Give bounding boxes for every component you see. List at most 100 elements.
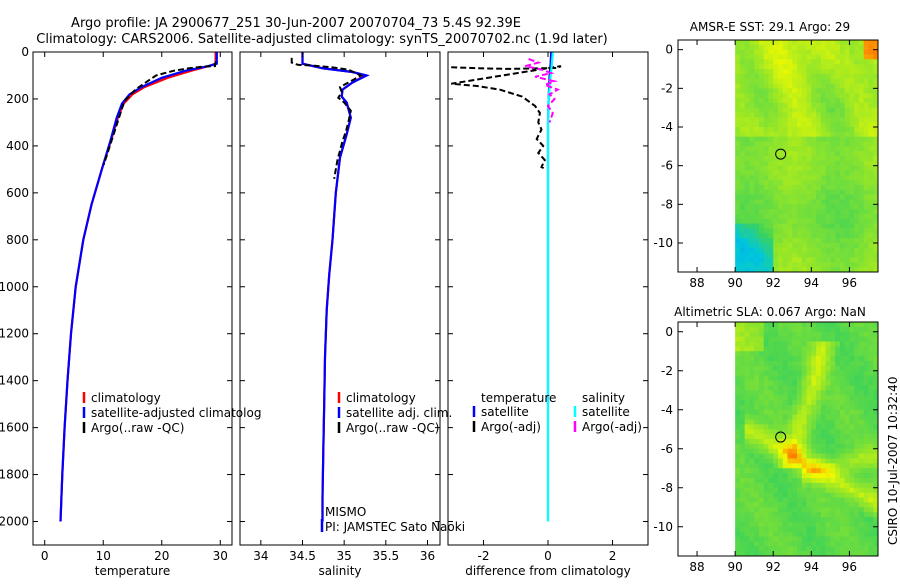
sla-heatmap-cell [787, 478, 793, 484]
sst-heatmap-cell [825, 40, 831, 46]
sst-heatmap-cell [787, 247, 793, 254]
sla-heatmap-cell [744, 424, 750, 430]
sst-heatmap-cell [735, 112, 741, 118]
sla-heatmap-cell [758, 478, 765, 484]
sst-heatmap-cell [854, 44, 860, 51]
sst-heatmap-cell [820, 117, 827, 123]
sst-heatmap-cell [778, 267, 784, 273]
sst-heatmap-cell [754, 257, 760, 263]
sst-heatmap-cell [773, 243, 779, 249]
sst-heatmap-cell [763, 59, 769, 65]
sst-heatmap-cell [778, 83, 784, 89]
sla-heatmap-cell [854, 453, 860, 459]
sst-heatmap-cell [816, 54, 822, 60]
salinity-xtick-label: 36 [420, 549, 435, 563]
sla-heatmap-cell [801, 492, 807, 498]
sst-heatmap-cell [873, 40, 879, 46]
sla-heatmap-cell [801, 487, 807, 494]
sla-heatmap-cell [835, 453, 841, 459]
sst-heatmap-cell [830, 131, 836, 138]
sla-heatmap-cell [820, 541, 827, 547]
sst-heatmap-cell [801, 267, 807, 273]
sla-heatmap-cell [868, 326, 874, 333]
sst-heatmap-cell [782, 247, 788, 254]
sst-heatmap-cell [758, 151, 765, 157]
sst-heatmap-cell [844, 175, 850, 181]
sla-heatmap-cell [754, 468, 760, 474]
sla-heatmap-cell [844, 322, 850, 328]
sst-heatmap-cell [778, 262, 784, 268]
sst-heatmap-cell [868, 102, 874, 109]
sst-heatmap-cell [868, 93, 874, 99]
sst-heatmap-cell [854, 194, 860, 200]
temperature-series-line-1 [59, 52, 218, 522]
sst-heatmap-cell [806, 83, 812, 89]
sla-heatmap-cell [820, 395, 827, 401]
sst-heatmap-cell [820, 122, 827, 128]
sla-heatmap-cell [868, 448, 874, 455]
sst-heatmap-cell [744, 223, 750, 229]
sst-heatmap-cell [739, 199, 746, 205]
sla-heatmap-cell [739, 409, 746, 416]
sst-heatmap-cell [754, 141, 760, 147]
salinity-series-line-2 [290, 57, 363, 179]
sla-heatmap-cell [744, 453, 750, 459]
sla-heatmap-cell [801, 424, 807, 430]
sla-heatmap-cell [739, 512, 746, 518]
sla-heatmap-cell [739, 453, 746, 459]
sla-heatmap-cell [830, 322, 836, 328]
sla-heatmap-cell [773, 424, 779, 430]
sla-heatmap-cell [844, 536, 850, 542]
sst-map-xtick-label: 90 [728, 276, 743, 290]
sst-heatmap-cell [816, 131, 822, 138]
sst-heatmap-cell [806, 141, 812, 147]
sla-heatmap-cell [763, 521, 769, 528]
sla-heatmap-cell [744, 497, 750, 503]
sla-heatmap-cell [749, 400, 755, 406]
sst-heatmap-cell [797, 180, 803, 186]
sla-heatmap-cell [863, 336, 869, 342]
sst-heatmap-cell [873, 151, 879, 157]
sst-heatmap-cell [801, 117, 807, 123]
sla-heatmap-cell [797, 502, 803, 508]
sla-heatmap-cell [820, 429, 827, 435]
sst-heatmap-cell [820, 146, 827, 152]
sla-heatmap-cell [863, 512, 869, 518]
temperature-legend-item-label: climatology [91, 391, 161, 405]
sla-heatmap-cell [744, 404, 750, 411]
sst-heatmap-cell [825, 223, 831, 229]
sla-heatmap-cell [773, 419, 779, 425]
sst-heatmap-cell [863, 117, 869, 123]
sla-heatmap-cell [778, 434, 784, 440]
sst-heatmap-cell [825, 69, 831, 75]
sst-heatmap-cell [768, 228, 774, 234]
sst-heatmap-cell [839, 252, 846, 258]
sla-heatmap-cell [797, 521, 803, 528]
difference-legend-item-label: satellite [481, 405, 529, 419]
sst-heatmap-cell [797, 112, 803, 118]
sla-heatmap-cell [768, 336, 774, 342]
sst-heatmap-cell [744, 243, 750, 249]
sla-heatmap-cell [863, 395, 869, 401]
sla-heatmap-cell [839, 356, 846, 362]
sst-heatmap-cell [735, 170, 741, 176]
sla-heatmap-cell [873, 390, 879, 396]
sst-heatmap-cell [739, 59, 746, 65]
sst-heatmap-cell [758, 102, 765, 109]
sst-heatmap-cell [739, 122, 746, 128]
sst-heatmap-cell [863, 180, 869, 186]
sla-heatmap-cell [854, 478, 860, 484]
sla-heatmap-cell [825, 375, 831, 381]
sst-heatmap-cell [873, 218, 879, 225]
sla-heatmap-cell [839, 492, 846, 498]
sst-heatmap-cell [849, 151, 855, 157]
sst-heatmap-cell [768, 44, 774, 51]
sla-heatmap-cell [754, 409, 760, 416]
sla-heatmap-cell [873, 487, 879, 494]
sst-heatmap-cell [835, 102, 841, 109]
sst-map-xtick-label: 88 [689, 276, 704, 290]
sla-heatmap-cell [873, 326, 879, 333]
sla-heatmap-cell [792, 458, 798, 464]
sst-heatmap-cell [763, 209, 769, 215]
sla-heatmap-cell [873, 443, 879, 450]
